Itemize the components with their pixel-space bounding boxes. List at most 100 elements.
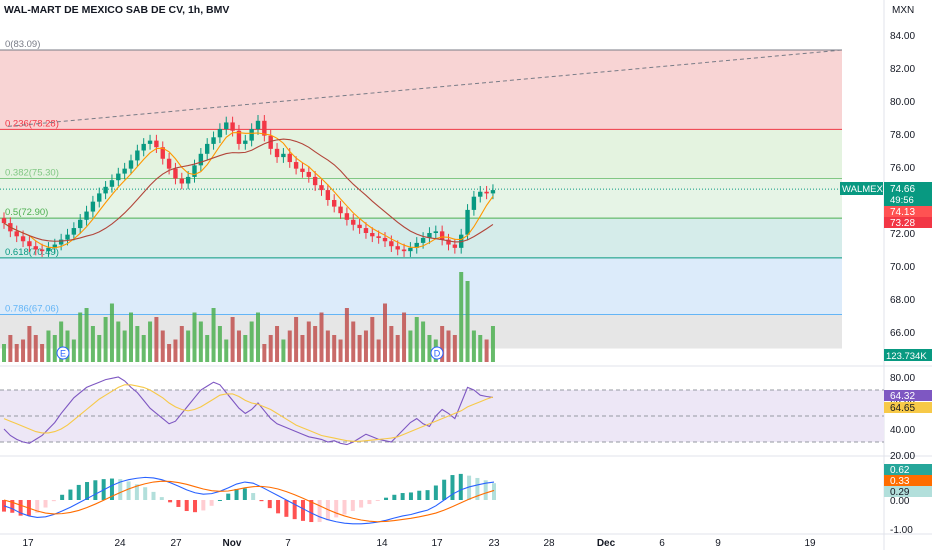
candle-body[interactable] — [128, 160, 134, 169]
candle-body[interactable] — [382, 237, 388, 242]
candle-body[interactable] — [376, 236, 381, 238]
candle-body[interactable] — [281, 153, 286, 158]
candle-body[interactable] — [217, 129, 223, 138]
candle-body[interactable] — [58, 239, 64, 245]
candle-body[interactable] — [78, 219, 83, 229]
candle-body[interactable] — [109, 180, 115, 187]
macd-histogram-bar — [109, 478, 114, 500]
candle-body[interactable] — [192, 165, 197, 177]
time-axis[interactable]: 17 24 27 Nov 7 14 17 23 28 Dec 6 9 19 — [22, 538, 816, 549]
candle-body[interactable] — [465, 209, 470, 235]
candle-body[interactable] — [224, 122, 229, 130]
candle-body[interactable] — [268, 135, 273, 149]
candle-body[interactable] — [236, 130, 242, 144]
candle-body[interactable] — [179, 178, 184, 184]
macd-histogram-bar — [334, 500, 339, 518]
candle-body[interactable] — [274, 148, 280, 158]
candle-body[interactable] — [122, 168, 127, 174]
candle-body[interactable] — [262, 120, 267, 136]
candle-body[interactable] — [452, 244, 458, 248]
candle-body[interactable] — [287, 153, 292, 163]
candle-body[interactable] — [154, 140, 159, 148]
candle-body[interactable] — [103, 186, 108, 194]
candle-body[interactable] — [116, 173, 121, 181]
fib-band — [0, 178, 842, 219]
candle-body[interactable] — [46, 247, 51, 252]
candle-body[interactable] — [33, 246, 38, 250]
candle-body[interactable] — [484, 191, 489, 194]
candle-body[interactable] — [147, 140, 153, 144]
candle-body[interactable] — [211, 137, 216, 144]
candle-body[interactable] — [332, 200, 337, 207]
time-tick-label: 28 — [543, 538, 555, 549]
candle-body[interactable] — [414, 242, 419, 248]
candle-body[interactable] — [135, 150, 140, 161]
candle-body[interactable] — [185, 176, 191, 184]
candle-body[interactable] — [319, 185, 324, 191]
candle-body[interactable] — [490, 190, 496, 194]
candle-body[interactable] — [14, 231, 19, 237]
candle-body[interactable] — [166, 158, 172, 169]
candle-body[interactable] — [71, 228, 77, 235]
candle-body[interactable] — [446, 239, 451, 245]
candle-body[interactable] — [401, 249, 407, 252]
candle-body[interactable] — [249, 129, 254, 141]
candle-body[interactable] — [395, 246, 400, 250]
candle-body[interactable] — [306, 171, 311, 177]
candle-body[interactable] — [471, 196, 477, 210]
candle-body[interactable] — [97, 193, 102, 202]
candle-body[interactable] — [1, 218, 7, 224]
time-tick-label: 9 — [715, 538, 721, 549]
candle-body[interactable] — [351, 219, 356, 225]
macd-indicator[interactable]: 0.00 -1.00 0.620.330.29 — [2, 464, 932, 536]
candle-body[interactable] — [312, 176, 318, 186]
fib-level-label: 0(83.09) — [5, 39, 40, 50]
event-marker-letter: D — [434, 349, 441, 359]
candle-body[interactable] — [300, 168, 305, 172]
candle-body[interactable] — [439, 231, 445, 240]
candle-body[interactable] — [389, 241, 394, 247]
candle-body[interactable] — [363, 228, 369, 233]
candle-body[interactable] — [427, 233, 432, 238]
candle-body[interactable] — [52, 244, 57, 248]
fibonacci-retracement[interactable]: 0(83.09)0.236(78.28)0.382(75.30)0.5(72.9… — [0, 39, 884, 349]
candle-body[interactable] — [420, 237, 426, 243]
candle-body[interactable] — [325, 190, 331, 200]
candle-body[interactable] — [478, 191, 483, 197]
macd-hist-value: 0.29 — [890, 487, 910, 498]
candle-body[interactable] — [344, 213, 350, 220]
candle-body[interactable] — [84, 211, 89, 220]
macd-histogram-bar — [433, 485, 438, 500]
candle-body[interactable] — [255, 120, 261, 130]
time-tick-label: 14 — [376, 538, 388, 549]
candle-body[interactable] — [173, 168, 178, 179]
volume-bar — [306, 321, 311, 362]
candle-body[interactable] — [370, 233, 375, 237]
macd-signal-value: 0.33 — [890, 476, 910, 487]
candle-body[interactable] — [141, 143, 146, 151]
candle-body[interactable] — [205, 143, 210, 154]
candle-body[interactable] — [198, 153, 204, 166]
symbol-title[interactable]: WAL-MART DE MEXICO SAB DE CV, 1h, BMV — [4, 4, 229, 16]
candle-body[interactable] — [338, 206, 343, 214]
candle-body[interactable] — [230, 122, 235, 131]
candle-body[interactable] — [90, 201, 96, 212]
candle-body[interactable] — [27, 241, 32, 247]
candle-body[interactable] — [65, 234, 70, 240]
event-marker-dividend[interactable] — [430, 346, 444, 360]
candle-body[interactable] — [433, 231, 438, 233]
candle-body[interactable] — [243, 140, 248, 144]
candle-body[interactable] — [160, 147, 165, 159]
candle-body[interactable] — [459, 234, 464, 248]
candle-body[interactable] — [357, 224, 362, 229]
candle-body[interactable] — [293, 162, 299, 169]
event-marker-earnings[interactable] — [56, 346, 70, 360]
candle-body[interactable] — [39, 249, 45, 252]
candle-body[interactable] — [20, 236, 26, 242]
candle-body[interactable] — [408, 247, 413, 252]
volume-bar — [452, 335, 457, 362]
